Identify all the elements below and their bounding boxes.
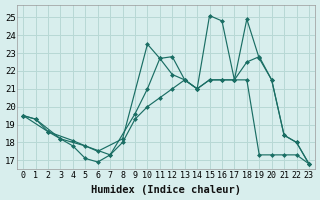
X-axis label: Humidex (Indice chaleur): Humidex (Indice chaleur) xyxy=(91,185,241,195)
